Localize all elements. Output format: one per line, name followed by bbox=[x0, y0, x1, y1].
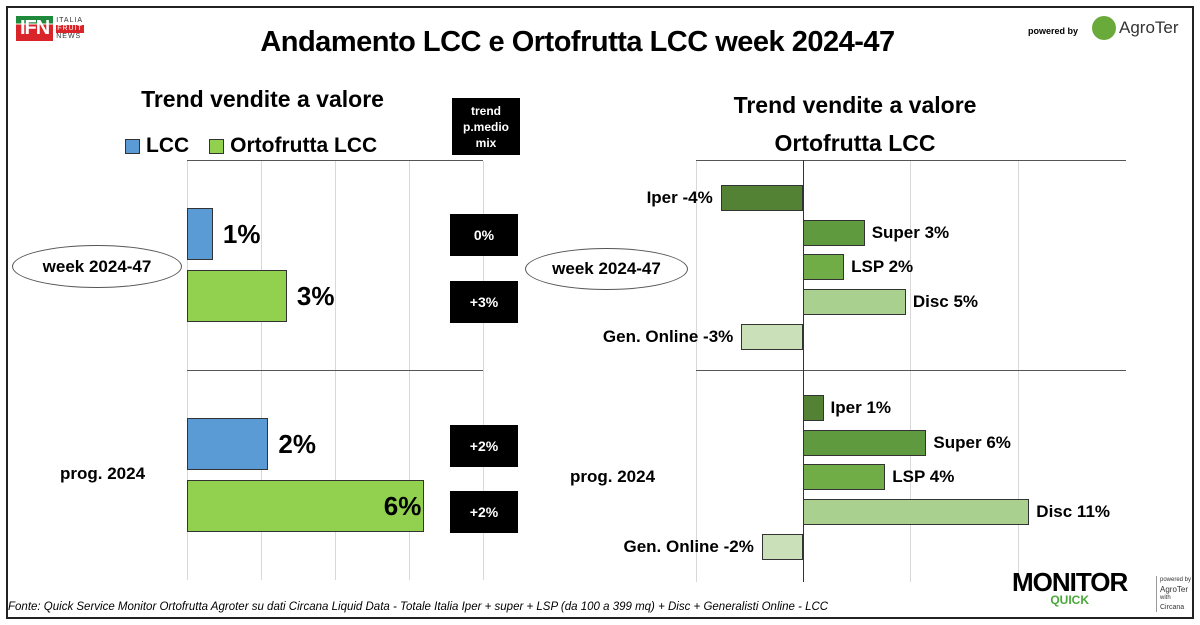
ifn-logo: IFN ITALIA FRUIT NEWS bbox=[16, 16, 84, 41]
agroter-text: AgroTer bbox=[1119, 18, 1179, 37]
legend-label: LCC bbox=[146, 134, 190, 157]
right-title-line: Ortofrutta LCC bbox=[774, 130, 936, 156]
trend-prezzo-medio-box: +2% bbox=[450, 491, 518, 533]
bar-super bbox=[802, 219, 865, 246]
bar-super bbox=[802, 429, 927, 456]
mini-logo-line: with bbox=[1160, 595, 1171, 601]
tree-icon bbox=[1092, 16, 1116, 40]
ifn-logo-mark: IFN bbox=[16, 16, 54, 41]
trend-prezzo-medio-box: +2% bbox=[450, 425, 518, 467]
category-label-prog: prog. 2024 bbox=[570, 467, 656, 486]
mini-logo-line: Circana bbox=[1160, 604, 1185, 611]
agroter-logo: AgroTer bbox=[1092, 16, 1179, 40]
mini-logo-line: AgroTer bbox=[1160, 585, 1189, 594]
data-label: 1% bbox=[222, 219, 261, 249]
data-label: LSP 4% bbox=[892, 467, 955, 487]
data-label: Disc 11% bbox=[1036, 502, 1111, 522]
bar-ortofrutta-lcc bbox=[187, 480, 424, 532]
bar-lsp bbox=[802, 464, 886, 491]
legend: LCC Ortofrutta LCC bbox=[125, 134, 377, 158]
bar-gen-online bbox=[741, 323, 803, 350]
category-label-week: week 2024-47 bbox=[12, 245, 182, 288]
side-column-header: trend p.medio mix bbox=[452, 98, 520, 155]
bar-lcc bbox=[187, 418, 269, 470]
data-label: Gen. Online -2% bbox=[623, 536, 754, 556]
left-chart-title: Trend vendite a valore bbox=[141, 86, 384, 112]
data-label: Iper -4% bbox=[646, 188, 713, 207]
data-label: LSP 2% bbox=[851, 257, 914, 277]
bar-iper bbox=[720, 185, 803, 211]
right-chart-title: Trend vendite a valore Ortofrutta LCC bbox=[680, 86, 1030, 162]
quick-text: QUICK bbox=[1050, 593, 1089, 607]
zero-axis bbox=[802, 160, 804, 582]
data-label: Disc 5% bbox=[912, 292, 979, 312]
data-label: Super 3% bbox=[871, 222, 950, 242]
data-label: 3% bbox=[296, 281, 335, 311]
category-label-week: week 2024-47 bbox=[525, 248, 688, 290]
monitor-quick-logo: MONITOR QUICK bbox=[1012, 567, 1128, 607]
category-label-prog: prog. 2024 bbox=[60, 464, 146, 483]
bar-lsp bbox=[802, 254, 845, 281]
bar-disc bbox=[802, 289, 906, 316]
monitor-text: MONITOR bbox=[1012, 567, 1128, 597]
trend-prezzo-medio-box: 0% bbox=[450, 214, 518, 256]
data-label: 6% bbox=[383, 491, 422, 521]
legend-swatch-lcc bbox=[125, 138, 140, 154]
legend-label: Ortofrutta LCC bbox=[230, 134, 378, 157]
bar-ortofrutta-lcc bbox=[187, 270, 287, 322]
ifn-line: NEWS bbox=[56, 32, 82, 40]
bar-lcc bbox=[187, 208, 213, 260]
mini-logo: powered by AgroTer with Circana bbox=[1156, 576, 1191, 612]
mini-logo-line: powered by bbox=[1160, 577, 1192, 583]
data-label: Gen. Online -3% bbox=[602, 326, 734, 346]
legend-swatch-ortofrutta bbox=[209, 138, 225, 154]
category-divider bbox=[187, 370, 483, 371]
data-label: Super 6% bbox=[933, 432, 1011, 452]
source-note: Fonte: Quick Service Monitor Ortofrutta … bbox=[8, 601, 829, 613]
ifn-line: ITALIA bbox=[56, 16, 84, 24]
bar-gen-online bbox=[761, 533, 803, 560]
ifn-line: FRUIT bbox=[56, 24, 84, 33]
gridline bbox=[483, 161, 484, 580]
data-label: Iper 1% bbox=[830, 398, 892, 417]
powered-by: powered by bbox=[1028, 26, 1079, 36]
frame bbox=[6, 6, 1194, 619]
trend-prezzo-medio-box: +3% bbox=[450, 281, 518, 323]
category-divider bbox=[696, 370, 1126, 371]
gridline bbox=[910, 161, 911, 582]
gridline bbox=[1018, 161, 1019, 582]
bar-disc bbox=[802, 499, 1030, 526]
data-label: 2% bbox=[278, 429, 316, 459]
gridline bbox=[696, 161, 697, 582]
right-title-line: Trend vendite a valore bbox=[733, 92, 977, 118]
page-title: Andamento LCC e Ortofrutta LCC week 2024… bbox=[260, 26, 895, 58]
bar-iper bbox=[802, 395, 824, 421]
